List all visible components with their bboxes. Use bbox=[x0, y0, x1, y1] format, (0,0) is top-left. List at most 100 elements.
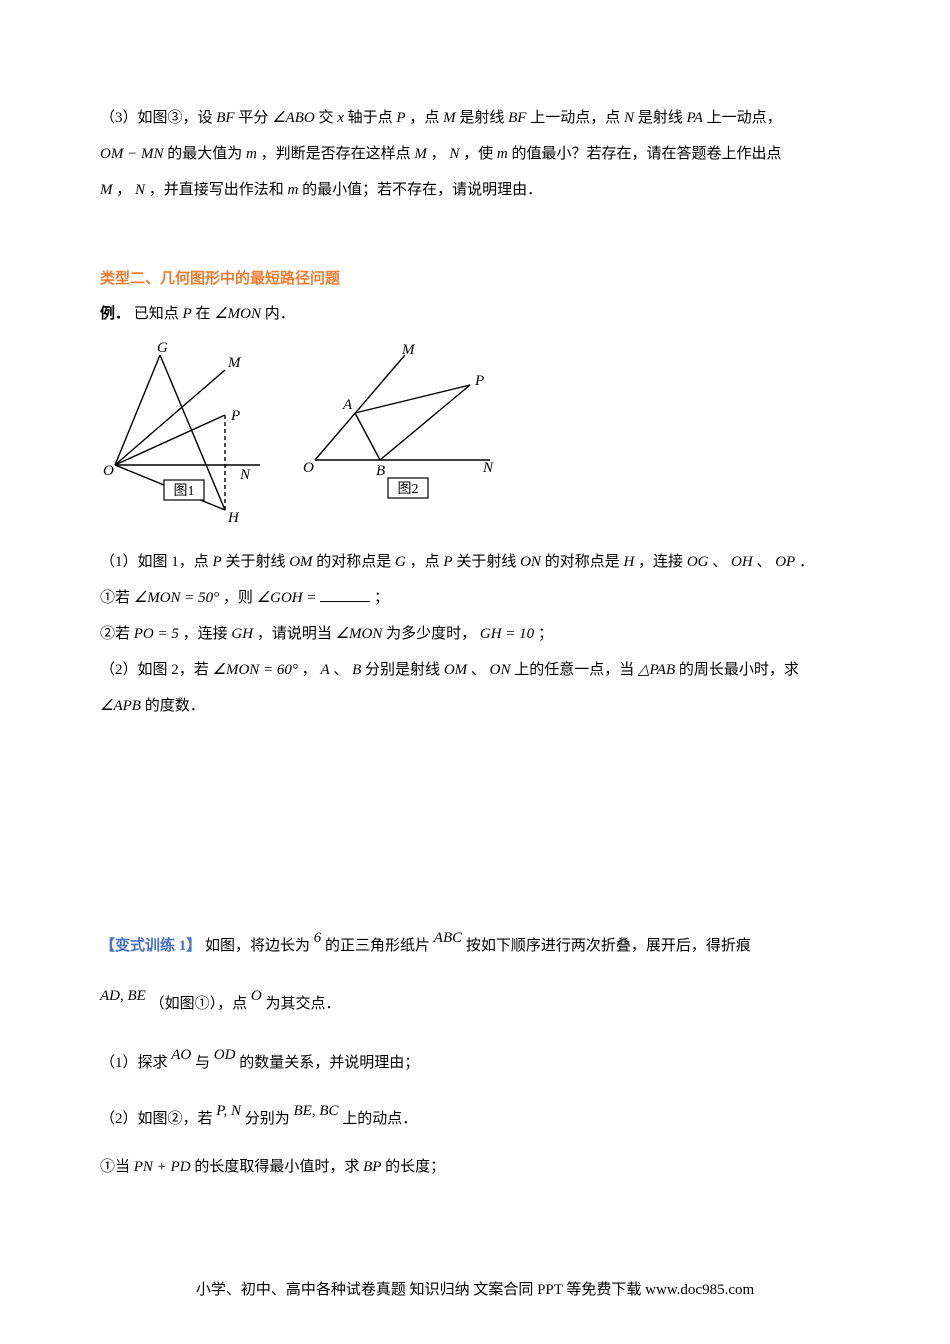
var-om: OM bbox=[444, 662, 467, 678]
text: （如图①），点 bbox=[150, 996, 248, 1012]
point-n: N bbox=[239, 467, 251, 483]
text: 已知点 bbox=[134, 306, 179, 322]
var-g: G bbox=[395, 554, 406, 570]
var-a: A bbox=[320, 662, 329, 678]
text: ； bbox=[538, 626, 553, 642]
text: 的对称点是 bbox=[545, 554, 620, 570]
text: ，连接 bbox=[638, 554, 683, 570]
var-bebc: BE, BC bbox=[294, 1087, 339, 1135]
text: 的数量关系，并说明理由； bbox=[239, 1055, 419, 1071]
text: 的最大值为 bbox=[167, 146, 246, 162]
diagram-1-label: 图1 bbox=[174, 484, 195, 499]
angle-mon: ∠MON bbox=[336, 626, 383, 642]
text: ； bbox=[374, 590, 389, 606]
text: ②若 bbox=[100, 626, 130, 642]
p3-line2: OM − MN 的最大值为 m ，判断是否存在这样点 M ， N ，使 m 的值… bbox=[100, 136, 850, 172]
text: ， bbox=[116, 182, 131, 198]
var-n: N bbox=[624, 110, 634, 126]
label-example: 例． bbox=[100, 306, 130, 322]
triangle-pab: △PAB bbox=[638, 662, 675, 678]
point-o: O bbox=[303, 460, 314, 476]
text: 的最小值；若不存在，请说明理由． bbox=[302, 182, 542, 198]
var-od: OD bbox=[214, 1031, 236, 1079]
angle-goh: ∠GOH = bbox=[257, 590, 317, 606]
var-pa: PA bbox=[687, 110, 703, 126]
angle-apb: ∠APB bbox=[100, 698, 141, 714]
text: 分别为 bbox=[245, 1111, 290, 1127]
text: 与 bbox=[195, 1055, 210, 1071]
text: 、 bbox=[471, 662, 486, 678]
text: 如图，将边长为 bbox=[205, 938, 310, 954]
text: ①当 bbox=[100, 1159, 130, 1175]
var-m: m bbox=[497, 146, 508, 162]
var-op: OP bbox=[775, 554, 795, 570]
point-p: P bbox=[474, 373, 484, 389]
text: 关于射线 bbox=[225, 554, 285, 570]
text: 在 bbox=[195, 306, 210, 322]
q2-line1: （2）如图 2，若 ∠MON = 60° ， A 、 B 分别是射线 OM 、 … bbox=[100, 652, 850, 688]
point-h: H bbox=[227, 510, 240, 526]
text: ，点 bbox=[410, 554, 440, 570]
text: （3）如图③，设 bbox=[100, 110, 213, 126]
diagram-1: G M P O N H 图1 bbox=[100, 340, 275, 526]
eq-gh10: GH = 10 bbox=[480, 626, 534, 642]
variant-last: ①当 PN + PD 的长度取得最小值时，求 BP 的长度； bbox=[100, 1143, 850, 1191]
expr-om-mn: OM − MN bbox=[100, 146, 163, 162]
num-6: 6 bbox=[314, 914, 322, 962]
point-a: A bbox=[342, 397, 353, 413]
var-p: P bbox=[183, 306, 192, 322]
page-footer: 小学、初中、高中各种试卷真题 知识归纳 文案合同 PPT 等免费下载 www.d… bbox=[0, 1278, 950, 1299]
var-gh: GH bbox=[231, 626, 253, 642]
var-on: ON bbox=[520, 554, 541, 570]
point-g: G bbox=[157, 340, 168, 356]
var-m: M bbox=[100, 182, 113, 198]
text: ，点 bbox=[409, 110, 439, 126]
var-m: m bbox=[246, 146, 257, 162]
text: 交 bbox=[318, 110, 337, 126]
point-n: N bbox=[482, 460, 494, 476]
text: ，判断是否存在这样点 bbox=[261, 146, 411, 162]
text: 的长度； bbox=[385, 1159, 445, 1175]
text: ， bbox=[302, 662, 317, 678]
var-x: x bbox=[337, 110, 344, 126]
text: 上一动点，点 bbox=[530, 110, 624, 126]
text: 为其交点． bbox=[265, 996, 340, 1012]
var-m: M bbox=[443, 110, 456, 126]
text: 、 bbox=[712, 554, 727, 570]
var-p: P bbox=[396, 110, 405, 126]
label-variant: 【变式训练 1】 bbox=[100, 938, 201, 954]
text: （2）如图②，若 bbox=[100, 1111, 213, 1127]
var-adbe: AD, BE bbox=[100, 970, 146, 1023]
variant-line2: AD, BE （如图①），点 O 为其交点． bbox=[100, 970, 850, 1031]
text: 内． bbox=[265, 306, 295, 322]
angle-mon-60: ∠MON = 60° bbox=[213, 662, 298, 678]
text: 的长度取得最小值时，求 bbox=[194, 1159, 359, 1175]
var-om: OM bbox=[289, 554, 312, 570]
var-n: N bbox=[449, 146, 459, 162]
text: 关于射线 bbox=[456, 554, 516, 570]
p3-line1: （3）如图③，设 BF 平分 ∠ABO 交 x 轴于点 P ，点 M 是射线 B… bbox=[100, 100, 850, 136]
var-p: P bbox=[213, 554, 222, 570]
text: 、 bbox=[756, 554, 771, 570]
q1-line1: （1）如图 1，点 P 关于射线 OM 的对称点是 G ，点 P 关于射线 ON… bbox=[100, 544, 850, 580]
var-ao: AO bbox=[171, 1031, 191, 1079]
var-abc: ABC bbox=[434, 914, 462, 962]
text: ． bbox=[799, 554, 814, 570]
text: （1）如图 1，点 bbox=[100, 554, 209, 570]
section-heading: 类型二、几何图形中的最短路径问题 bbox=[100, 263, 850, 296]
variant-q2: （2）如图②，若 P, N 分别为 BE, BC 上的动点． bbox=[100, 1087, 850, 1143]
angle-mon: ∠MON bbox=[214, 306, 261, 322]
text: 是射线 bbox=[638, 110, 687, 126]
diagram-2-label: 图2 bbox=[398, 482, 419, 497]
text: 的对称点是 bbox=[316, 554, 391, 570]
text: ，并直接写出作法和 bbox=[149, 182, 284, 198]
q1-sub2: ②若 PO = 5 ，连接 GH ，请说明当 ∠MON 为多少度时， GH = … bbox=[100, 616, 850, 652]
variant-q1: （1）探求 AO 与 OD 的数量关系，并说明理由； bbox=[100, 1031, 850, 1087]
point-p: P bbox=[230, 408, 240, 424]
point-b: B bbox=[376, 463, 385, 479]
text: ，连接 bbox=[183, 626, 228, 642]
text: ①若 bbox=[100, 590, 130, 606]
diagram-2: M P A O B N 图2 bbox=[300, 340, 500, 508]
var-p: P bbox=[443, 554, 452, 570]
variant-line1: 【变式训练 1】 如图，将边长为 6 的正三角形纸片 ABC 按如下顺序进行两次… bbox=[100, 914, 850, 970]
